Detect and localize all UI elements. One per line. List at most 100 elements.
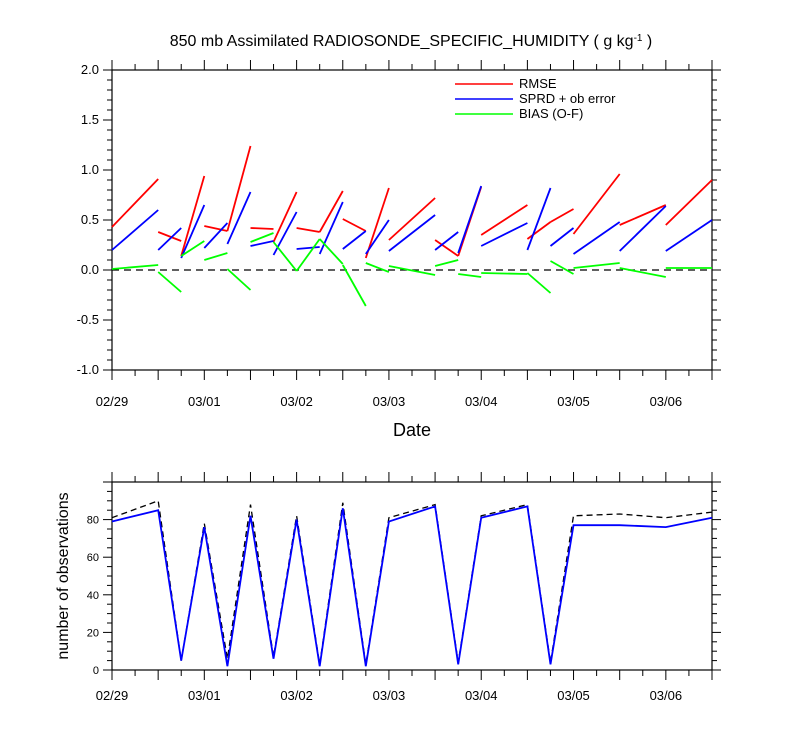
sprd-ob-error-segment xyxy=(365,219,390,255)
bottom-x-tick-label: 02/29 xyxy=(96,688,129,703)
top-y-tick-label: 1.5 xyxy=(81,112,99,127)
rmse-segment xyxy=(364,187,390,259)
bottom-y-tick-labels: 0 20 40 60 80 xyxy=(87,515,99,677)
top-series-group xyxy=(111,145,713,307)
rmse-segment xyxy=(180,175,206,257)
bottom-x-tick-label: 03/03 xyxy=(373,688,406,703)
bottom-x-tick-label: 03/01 xyxy=(188,688,221,703)
bias-o-f-segment xyxy=(295,238,321,272)
bottom-x-tick-label: 03/05 xyxy=(557,688,590,703)
top-x-tick-label: 03/06 xyxy=(650,394,683,409)
legend-sprd-label: SPRD + ob error xyxy=(519,91,616,106)
bias-o-f-segment xyxy=(526,272,552,294)
bottom-x-tick-label: 03/04 xyxy=(465,688,498,703)
top-y-tick-label: -1.0 xyxy=(77,362,99,377)
bias-o-f-segment xyxy=(388,265,436,276)
rmse-segment xyxy=(157,231,182,242)
top-tick-group xyxy=(103,60,721,380)
rmse-segment xyxy=(250,227,274,230)
bias-o-f-segment xyxy=(573,262,620,269)
bias-o-f-segment xyxy=(319,238,344,265)
sprd-ob-error-segment xyxy=(388,214,436,252)
sprd-ob-error-segment xyxy=(180,204,206,259)
sprd-ob-error-segment xyxy=(342,230,367,250)
top-x-tick-label: 03/02 xyxy=(280,394,313,409)
bias-o-f-segment xyxy=(180,240,205,257)
top-x-tick-label: 03/04 xyxy=(465,394,498,409)
sprd-ob-error-segment xyxy=(318,201,344,255)
top-y-tick-label: -0.5 xyxy=(77,312,99,327)
bias-o-f-segment xyxy=(481,272,528,275)
top-chart-title-main: 850 mb Assimilated RADIOSONDE_SPECIFIC_H… xyxy=(170,33,634,50)
series-rmse xyxy=(111,145,713,259)
top-y-tick-label: 1.0 xyxy=(81,162,99,177)
sprd-ob-error-segment xyxy=(665,219,713,252)
top-y-tick-label: 0.5 xyxy=(81,212,99,227)
sprd-ob-error-segment xyxy=(296,246,320,250)
bias-o-f-segment xyxy=(550,260,574,275)
sprd-ob-error-segment xyxy=(619,205,667,252)
rmse-segment xyxy=(665,179,713,226)
top-x-tick-labels: 02/29 03/01 03/02 03/03 03/04 03/05 03/06 xyxy=(96,394,682,409)
bottom-x-tick-labels: 02/29 03/01 03/02 03/03 03/04 03/05 03/06 xyxy=(96,688,682,703)
top-x-tick-label: 03/05 xyxy=(557,394,590,409)
sprd-ob-error-segment xyxy=(157,227,182,251)
top-y-tick-label: 0.0 xyxy=(81,262,99,277)
bottom-x-tick-label: 03/06 xyxy=(650,688,683,703)
bottom-y-tick-label: 80 xyxy=(87,515,99,527)
rmse-segment xyxy=(572,173,621,235)
sprd-ob-error-segment xyxy=(480,222,528,247)
top-x-tick-label: 03/03 xyxy=(373,394,406,409)
bottom-y-tick-label: 40 xyxy=(87,590,99,602)
bottom-y-tick-label: 0 xyxy=(93,665,99,677)
sprd-ob-error-segment xyxy=(434,231,459,251)
top-chart-title-end: ) xyxy=(642,33,652,50)
legend-rmse-label: RMSE xyxy=(519,76,557,91)
bottom-plot-frame xyxy=(111,481,713,671)
bottom-y-axis-label: number of observations xyxy=(55,492,72,659)
bias-o-f-segment xyxy=(157,271,182,293)
sprd-ob-error-segment xyxy=(549,227,575,247)
sprd-ob-error-segment xyxy=(526,187,552,251)
obs-line-used xyxy=(111,505,713,667)
rmse-segment xyxy=(111,178,159,228)
top-chart-title: 850 mb Assimilated RADIOSONDE_SPECIFIC_H… xyxy=(170,33,653,51)
bias-o-f-segment xyxy=(226,268,252,291)
bias-o-f-segment xyxy=(342,264,367,307)
legend-bias-label: BIAS (O-F) xyxy=(519,106,583,121)
bottom-y-tick-label: 60 xyxy=(87,552,99,564)
rmse-segment xyxy=(388,197,436,241)
bias-o-f-segment xyxy=(434,259,459,267)
sprd-ob-error-segment xyxy=(572,221,621,255)
bias-o-f-segment xyxy=(272,241,298,272)
rmse-segment xyxy=(550,208,574,223)
top-chart-title-sup: -1 xyxy=(634,33,643,44)
top-x-axis-label: Date xyxy=(393,420,431,440)
bias-o-f-segment xyxy=(619,267,666,278)
top-x-tick-label: 03/01 xyxy=(188,394,221,409)
rmse-segment xyxy=(434,239,459,257)
top-legend: RMSE SPRD + ob error BIAS (O-F) xyxy=(455,76,616,121)
top-y-tick-label: 2.0 xyxy=(81,62,99,77)
bottom-series-group xyxy=(111,499,713,667)
bottom-tick-group xyxy=(103,472,721,680)
rmse-segment xyxy=(318,190,344,233)
sprd-ob-error-segment xyxy=(457,185,483,254)
bias-o-f-segment xyxy=(458,273,482,278)
rmse-segment xyxy=(204,225,228,232)
sprd-ob-error-segment xyxy=(226,191,252,245)
sprd-ob-error-segment xyxy=(203,222,229,249)
sprd-ob-error-segment xyxy=(250,240,274,247)
rmse-segment xyxy=(480,204,528,236)
series-sprd-ob-error xyxy=(111,185,713,259)
rmse-segment xyxy=(619,204,667,226)
rmse-segment xyxy=(526,221,552,240)
rmse-segment xyxy=(342,218,367,232)
bias-o-f-segment xyxy=(250,232,274,243)
series-bias-o-f xyxy=(111,232,712,307)
bias-o-f-segment xyxy=(111,264,159,270)
bottom-x-tick-label: 03/02 xyxy=(280,688,313,703)
top-y-tick-labels: -1.0 -0.5 0.0 0.5 1.0 1.5 2.0 xyxy=(77,62,99,377)
